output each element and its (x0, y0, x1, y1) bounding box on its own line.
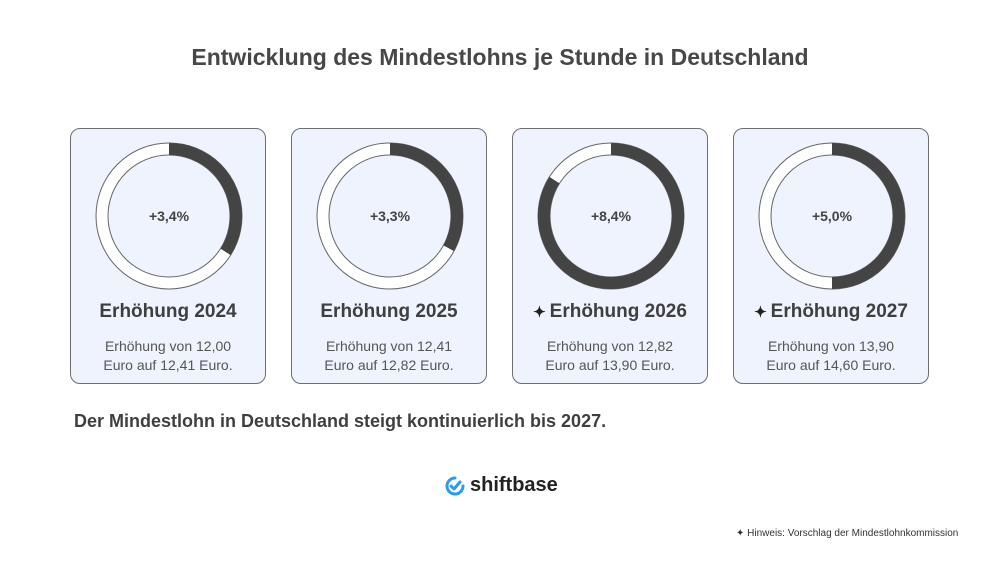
desc-line: Euro auf 13,90 Euro. (545, 357, 675, 373)
increase-card: +3,4% Erhöhung 2024 Erhöhung von 12,00 Eu… (70, 128, 266, 384)
desc-line: Euro auf 12,82 Euro. (324, 357, 454, 373)
progress-arc (168, 143, 242, 256)
card-title-text: Erhöhung 2027 (770, 301, 908, 322)
progress-ring: +5,0% (758, 142, 906, 290)
card-title: ✦ Erhöhung 2027 (734, 301, 928, 323)
card-description: Erhöhung von 13,90 Euro auf 14,60 Euro. (734, 337, 928, 375)
increase-card: +8,4% ✦ Erhöhung 2026 Erhöhung von 12,82 E… (512, 128, 708, 384)
card-title: Erhöhung 2025 (292, 301, 486, 323)
progress-arc (389, 143, 463, 252)
percent-label: +5,0% (812, 208, 853, 224)
progress-ring: +8,4% (537, 142, 685, 290)
card-description: Erhöhung von 12,82 Euro auf 13,90 Euro. (513, 337, 707, 375)
logo-text: shiftbase (470, 474, 558, 496)
card-title-text: Erhöhung 2026 (549, 301, 687, 322)
percent-label: +8,4% (591, 208, 632, 224)
footnote: ✦ Hinweis: Vorschlag der Mindestlohnkomm… (736, 528, 958, 539)
progress-ring: +3,3% (316, 142, 464, 290)
progress-ring: +3,4% (95, 142, 243, 290)
check-circle-icon (445, 476, 465, 495)
star-icon: ✦ (736, 528, 748, 539)
card-description: Erhöhung von 12,41 Euro auf 12,82 Euro. (292, 337, 486, 375)
card-title: ✦ Erhöhung 2026 (513, 301, 707, 323)
card-description: Erhöhung von 12,00 Euro auf 12,41 Euro. (71, 337, 265, 375)
percent-label: +3,4% (149, 208, 190, 224)
increase-card: +5,0% ✦ Erhöhung 2027 Erhöhung von 13,90 E… (733, 128, 929, 384)
card-title-text: Erhöhung 2025 (320, 301, 458, 322)
desc-line: Erhöhung von 12,00 (104, 338, 232, 354)
star-icon: ✦ (533, 304, 546, 321)
star-icon: ✦ (754, 304, 767, 321)
page-title: Entwicklung des Mindestlohns je Stunde i… (191, 44, 809, 70)
desc-line: Euro auf 14,60 Euro. (766, 357, 896, 373)
progress-arc (831, 143, 905, 289)
card-title-text: Erhöhung 2024 (99, 301, 237, 322)
shiftbase-logo: shiftbase (444, 474, 558, 497)
card-title: Erhöhung 2024 (71, 301, 265, 323)
summary-text: Der Mindestlohn in Deutschland steigt ko… (74, 411, 607, 431)
increase-card: +3,3% Erhöhung 2025 Erhöhung von 12,41 Eu… (291, 128, 487, 384)
desc-line: Erhöhung von 12,41 (325, 338, 453, 354)
desc-line: Erhöhung von 12,82 (546, 338, 674, 354)
footnote-text: Hinweis: Vorschlag der Mindestlohnkommis… (747, 528, 959, 539)
percent-label: +3,3% (370, 208, 411, 224)
desc-line: Erhöhung von 13,90 (767, 338, 895, 354)
desc-line: Euro auf 12,41 Euro. (103, 357, 233, 373)
progress-arc (538, 143, 684, 289)
